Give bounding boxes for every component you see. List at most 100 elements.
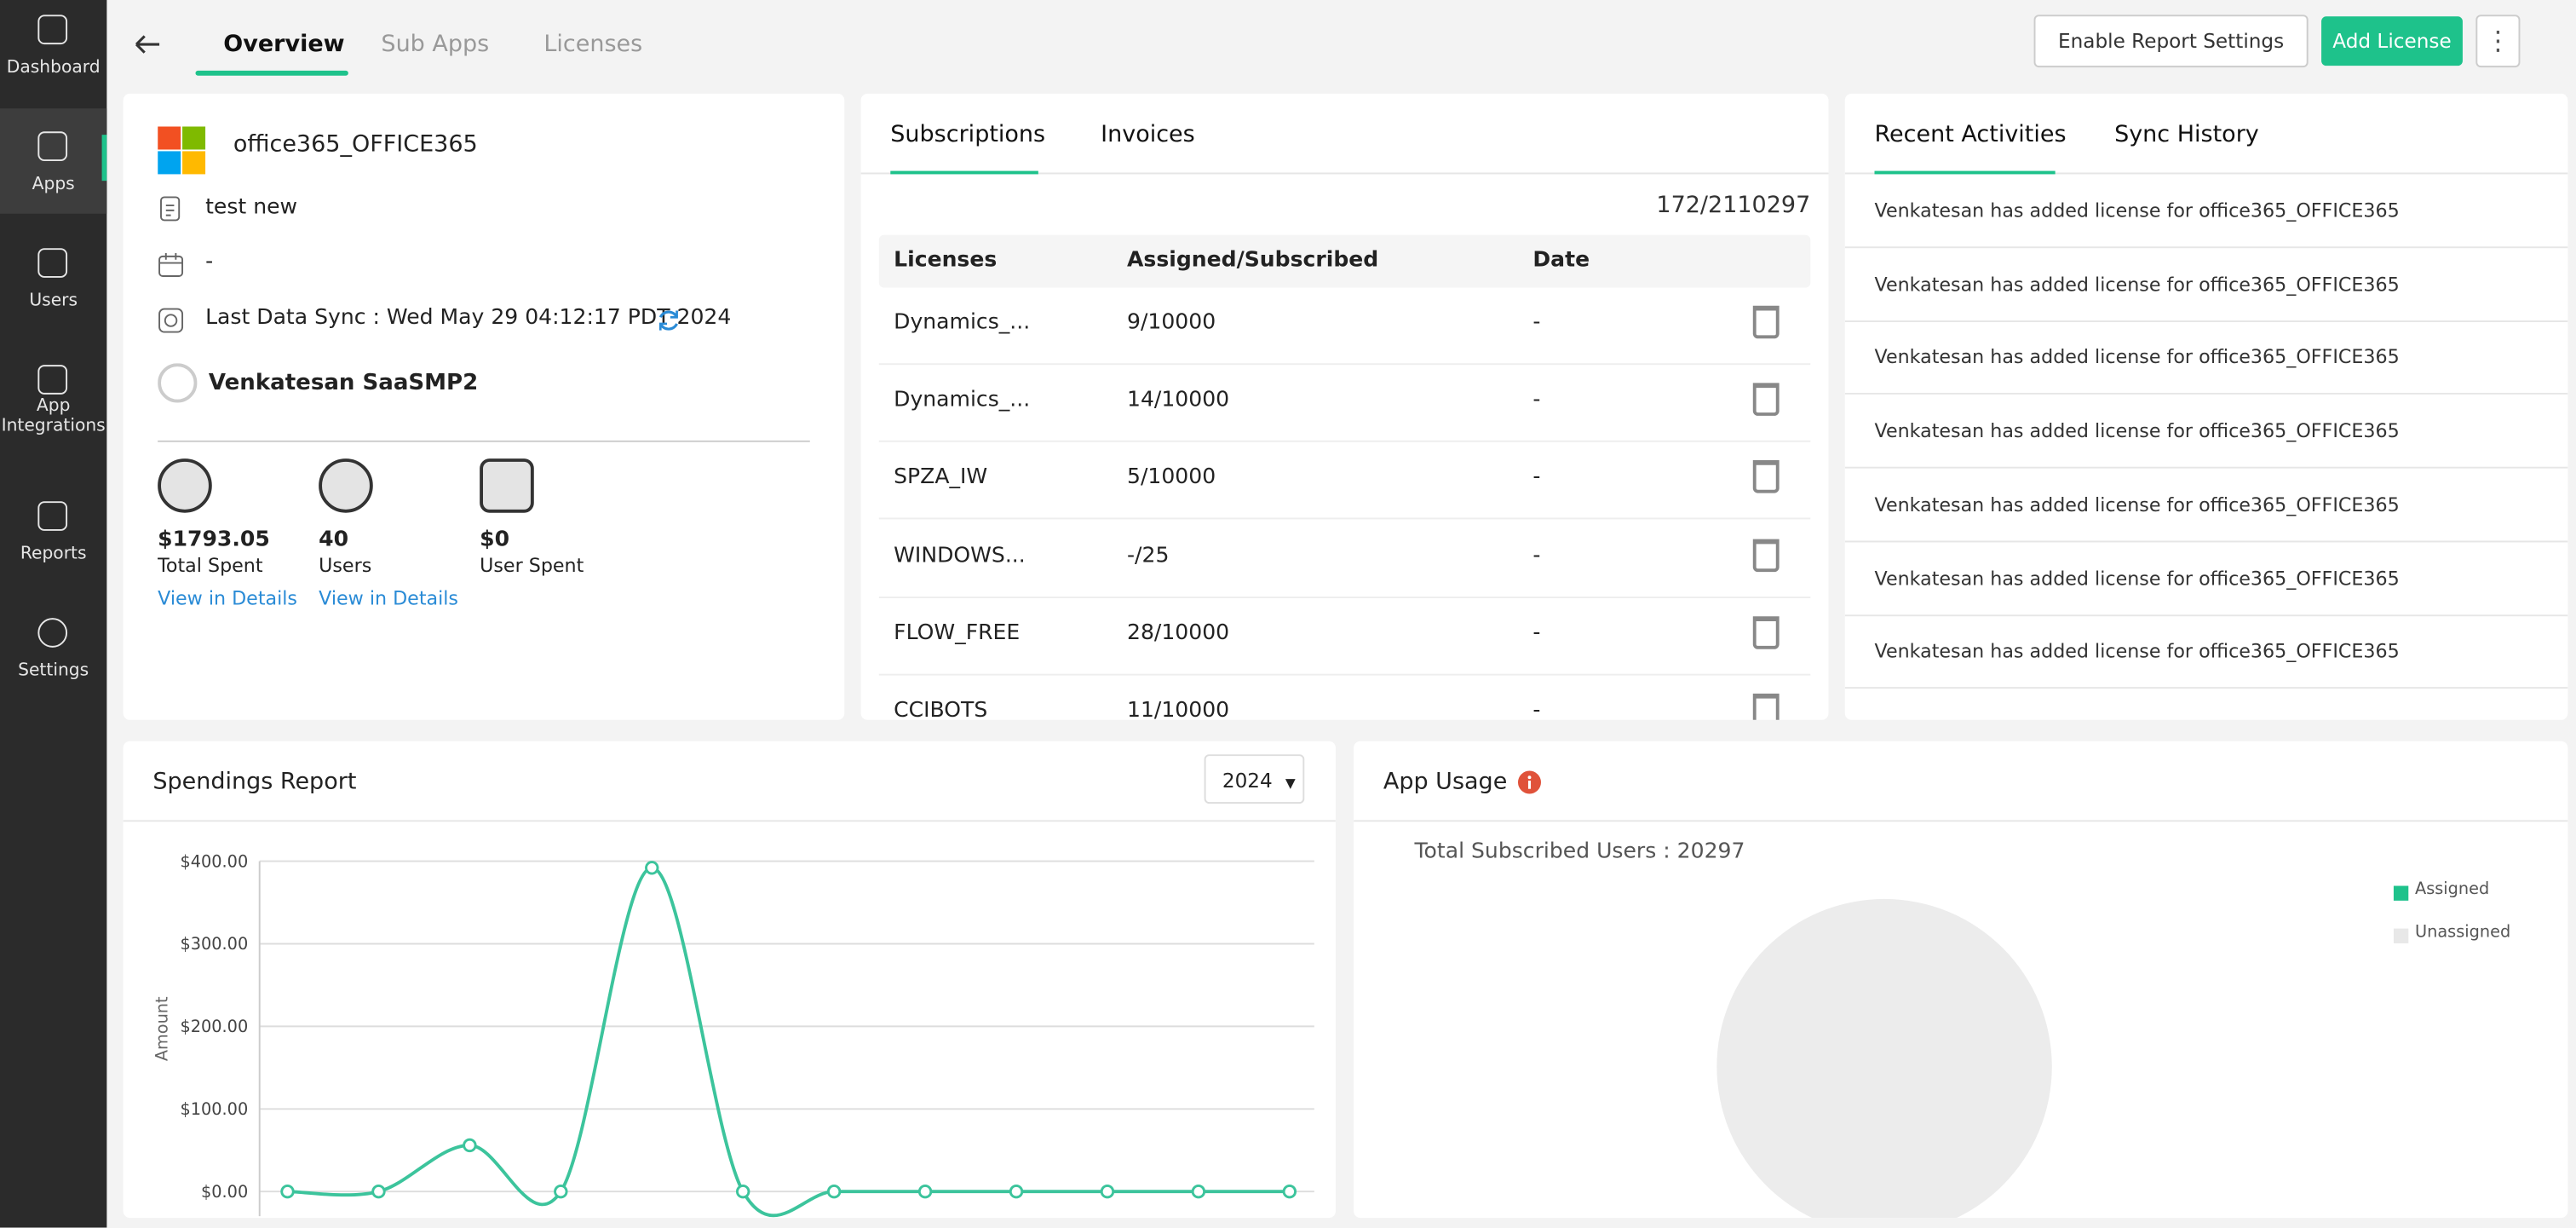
stat-icon bbox=[319, 458, 373, 513]
delete-button[interactable] bbox=[1752, 615, 1780, 649]
row-divider bbox=[1844, 246, 2568, 249]
stat-value: $1793.05 bbox=[158, 528, 270, 552]
subscriptions-panel: 172/2110297 Subscriptions Invoices License… bbox=[860, 93, 1829, 720]
row-divider bbox=[1844, 687, 2568, 689]
y-tick-label: $100.00 bbox=[181, 1099, 249, 1119]
stat-label: Users bbox=[319, 553, 372, 577]
spend-point bbox=[826, 1185, 842, 1199]
column-header: Licenses bbox=[894, 248, 998, 274]
activity-item: Venkatesan has added license for office3… bbox=[1874, 418, 2400, 442]
stat-label: User Spent bbox=[480, 553, 584, 577]
enable-report-button[interactable]: Enable Report Settings bbox=[2033, 14, 2309, 68]
row-divider bbox=[878, 363, 1811, 366]
table-cell: - bbox=[1532, 465, 1541, 491]
table-cell: - bbox=[1532, 698, 1541, 720]
refresh-button[interactable] bbox=[655, 308, 681, 334]
spend-point bbox=[371, 1185, 386, 1199]
more-button[interactable]: ⋮ bbox=[2475, 14, 2521, 68]
header-tab[interactable]: Licenses bbox=[543, 31, 643, 58]
divider bbox=[1354, 820, 2568, 822]
table-cell: CCIBOTS bbox=[894, 698, 988, 720]
nav-icon bbox=[37, 14, 68, 45]
stat-icon bbox=[158, 458, 212, 513]
app-date: - bbox=[205, 250, 214, 275]
app-card: office365_OFFICE365 test new - Last Data… bbox=[123, 93, 845, 720]
table-cell: SPZA_IW bbox=[894, 465, 988, 491]
delete-button[interactable] bbox=[1752, 383, 1780, 417]
add-license-button[interactable]: Add License bbox=[2321, 16, 2463, 66]
column-header: Date bbox=[1532, 248, 1590, 274]
y-tick-label: $300.00 bbox=[181, 934, 249, 954]
y-tick-label: $200.00 bbox=[181, 1017, 249, 1036]
activity-item: Venkatesan has added license for office3… bbox=[1874, 639, 2400, 663]
last-sync: Last Data Sync : Wed May 29 04:12:17 PDT… bbox=[205, 305, 732, 331]
view-details-link[interactable]: View in Details bbox=[158, 586, 297, 610]
row-divider bbox=[1844, 320, 2568, 322]
app-usage-title: App Usage bbox=[1383, 769, 1508, 796]
stat-value: 40 bbox=[319, 528, 349, 552]
row-divider bbox=[878, 441, 1811, 443]
view-details-link[interactable]: View in Details bbox=[319, 586, 458, 610]
row-divider bbox=[1844, 614, 2568, 616]
info-icon[interactable] bbox=[1517, 770, 1541, 794]
active-tab-underline bbox=[890, 170, 1038, 175]
legend-swatch bbox=[2393, 885, 2409, 901]
row-divider bbox=[878, 596, 1811, 598]
activity-item: Venkatesan has added license for office3… bbox=[1874, 199, 2400, 222]
legend-swatch bbox=[2393, 928, 2409, 943]
activity-item: Venkatesan has added license for office3… bbox=[1874, 345, 2400, 369]
activity-item: Venkatesan has added license for office3… bbox=[1874, 272, 2400, 296]
table-cell: Dynamics_... bbox=[894, 310, 1031, 336]
table-cell: 5/10000 bbox=[1126, 465, 1216, 491]
table-cell: 14/10000 bbox=[1126, 388, 1230, 413]
panel-tab[interactable]: Invoices bbox=[1101, 121, 1195, 148]
year-value: 2024 bbox=[1222, 769, 1273, 793]
date-icon bbox=[158, 252, 184, 277]
nav-active-bg bbox=[0, 108, 107, 214]
sidebar: Dashboard Apps Users App Integrations Report… bbox=[0, 0, 107, 1228]
delete-button[interactable] bbox=[1752, 538, 1780, 572]
year-select[interactable]: 2024 ▼ bbox=[1204, 754, 1305, 804]
panel-tab[interactable]: Recent Activities bbox=[1874, 121, 2067, 148]
panel-tab[interactable]: Subscriptions bbox=[890, 121, 1046, 148]
table-cell: - bbox=[1532, 543, 1541, 568]
nav-item[interactable]: Settings bbox=[18, 660, 89, 681]
spend-point bbox=[917, 1185, 933, 1199]
table-cell: - bbox=[1532, 388, 1541, 413]
active-tab-underline bbox=[195, 70, 348, 76]
header-tab[interactable]: Overview bbox=[223, 31, 345, 58]
nav-item[interactable]: Dashboard bbox=[6, 57, 101, 78]
panel-tab[interactable]: Sync History bbox=[2114, 121, 2259, 148]
table-cell: WINDOWS... bbox=[894, 543, 1026, 568]
divider bbox=[158, 440, 810, 442]
nav-icon bbox=[37, 365, 68, 395]
nav-item[interactable]: Apps bbox=[32, 174, 75, 194]
table-header bbox=[878, 234, 1811, 288]
nav-item[interactable]: Reports bbox=[20, 544, 87, 564]
delete-button[interactable] bbox=[1752, 305, 1780, 339]
back-button[interactable] bbox=[131, 30, 164, 60]
delete-button[interactable] bbox=[1752, 460, 1780, 494]
row-divider bbox=[878, 518, 1811, 521]
spend-line bbox=[287, 866, 1290, 1218]
spend-point bbox=[645, 861, 659, 875]
row-divider bbox=[1844, 466, 2568, 469]
usage-pie bbox=[1716, 898, 2052, 1219]
row-divider bbox=[878, 673, 1811, 676]
table-cell: -/25 bbox=[1126, 543, 1170, 568]
spend-point bbox=[554, 1185, 568, 1199]
nav-icon bbox=[37, 618, 68, 648]
chart-title: Spendings Report bbox=[152, 769, 357, 796]
activity-item: Venkatesan has added license for office3… bbox=[1874, 493, 2400, 516]
legend-label: Assigned bbox=[2414, 880, 2490, 899]
delete-button[interactable] bbox=[1752, 693, 1780, 720]
header-tab[interactable]: Sub Apps bbox=[381, 31, 490, 58]
nav-item[interactable]: App Integrations bbox=[1, 395, 106, 436]
owner-name: Venkatesan SaaSMP2 bbox=[208, 369, 479, 396]
nav-item[interactable]: Users bbox=[29, 291, 78, 311]
tab-divider bbox=[860, 172, 1829, 175]
spend-point bbox=[1009, 1185, 1024, 1199]
spend-point bbox=[1282, 1185, 1297, 1199]
spend-point bbox=[280, 1185, 295, 1199]
